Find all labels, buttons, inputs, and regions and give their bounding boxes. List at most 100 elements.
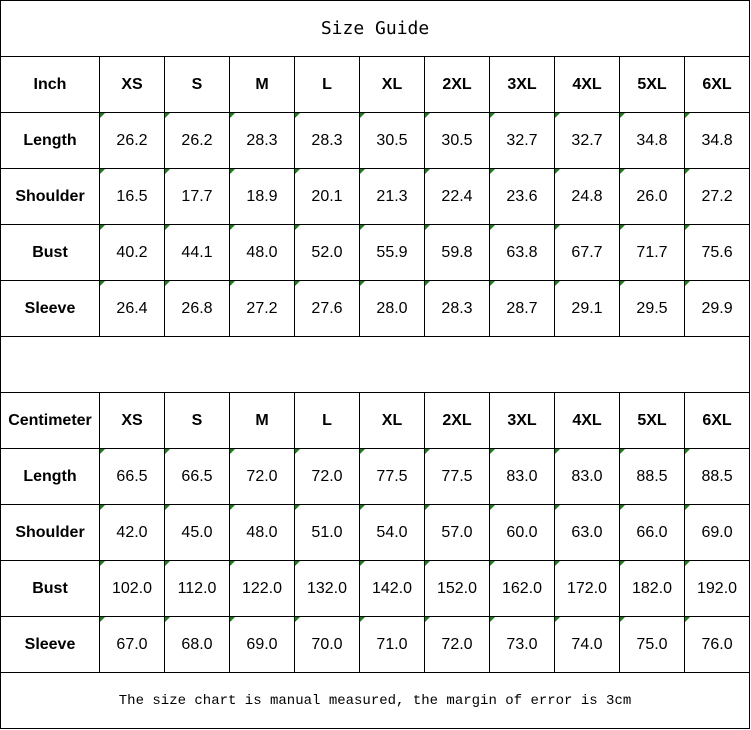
measurement-value: 57.0 xyxy=(424,504,490,561)
measurement-value: 74.0 xyxy=(554,616,620,673)
measurement-value: 48.0 xyxy=(229,504,295,561)
measurement-value: 17.7 xyxy=(164,168,230,225)
size-header: 3XL xyxy=(489,56,555,113)
measurement-value: 75.0 xyxy=(619,616,685,673)
measurement-value: 21.3 xyxy=(359,168,425,225)
measurement-value: 45.0 xyxy=(164,504,230,561)
size-header: 2XL xyxy=(424,392,490,449)
measurement-value: 162.0 xyxy=(489,560,555,617)
table-row: Shoulder 16.5 17.7 18.9 20.1 21.3 22.4 23.6 24.8… xyxy=(0,168,751,225)
measurement-value: 132.0 xyxy=(294,560,360,617)
footer-row: The size chart is manual measured, the m… xyxy=(0,672,751,729)
measurement-value: 77.5 xyxy=(424,448,490,505)
measurement-value: 42.0 xyxy=(99,504,165,561)
measurement-value: 28.7 xyxy=(489,280,555,337)
measurement-value: 55.9 xyxy=(359,224,425,281)
measurement-label: Sleeve xyxy=(0,616,100,673)
measurement-value: 16.5 xyxy=(99,168,165,225)
measurement-value: 26.0 xyxy=(619,168,685,225)
measurement-value: 75.6 xyxy=(683,224,751,281)
measurement-value: 67.7 xyxy=(554,224,620,281)
table-row: Bust 102.0 112.0 122.0 132.0 142.0 152.0 162.0 1… xyxy=(0,560,751,617)
measurement-value: 60.0 xyxy=(489,504,555,561)
measurement-value: 26.4 xyxy=(99,280,165,337)
measurement-value: 112.0 xyxy=(164,560,230,617)
measurement-value: 172.0 xyxy=(554,560,620,617)
measurement-value: 63.8 xyxy=(489,224,555,281)
measurement-value: 122.0 xyxy=(229,560,295,617)
measurement-value: 88.5 xyxy=(619,448,685,505)
measurement-value: 51.0 xyxy=(294,504,360,561)
measurement-value: 192.0 xyxy=(683,560,751,617)
size-header: 5XL xyxy=(619,56,685,113)
measurement-label: Bust xyxy=(0,224,100,281)
measurement-value: 34.8 xyxy=(683,112,751,169)
table-row: Bust 40.2 44.1 48.0 52.0 55.9 59.8 63.8 67.7 71.7… xyxy=(0,224,751,281)
size-header: 5XL xyxy=(619,392,685,449)
measurement-value: 32.7 xyxy=(489,112,555,169)
measurement-value: 71.0 xyxy=(359,616,425,673)
measurement-label: Sleeve xyxy=(0,280,100,337)
measurement-value: 69.0 xyxy=(229,616,295,673)
table-title: Size Guide xyxy=(0,0,751,57)
measurement-label: Shoulder xyxy=(0,504,100,561)
measurement-value: 67.0 xyxy=(99,616,165,673)
cm-header-row: Centimeter XS S M L XL 2XL 3XL 4XL 5XL 6XL xyxy=(0,392,751,449)
size-header: XS xyxy=(99,56,165,113)
measurement-value: 40.2 xyxy=(99,224,165,281)
measurement-value: 63.0 xyxy=(554,504,620,561)
unit-label: Centimeter xyxy=(0,392,100,449)
measurement-value: 28.3 xyxy=(424,280,490,337)
table-row: Sleeve 67.0 68.0 69.0 70.0 71.0 72.0 73.0 74.0 75… xyxy=(0,616,751,673)
inch-header-row: Inch XS S M L XL 2XL 3XL 4XL 5XL 6XL xyxy=(0,56,751,113)
measurement-value: 29.1 xyxy=(554,280,620,337)
measurement-value: 30.5 xyxy=(359,112,425,169)
measurement-value: 18.9 xyxy=(229,168,295,225)
size-header: 6XL xyxy=(683,392,751,449)
measurement-value: 44.1 xyxy=(164,224,230,281)
size-header: S xyxy=(164,56,230,113)
measurement-value: 59.8 xyxy=(424,224,490,281)
size-header: 4XL xyxy=(554,56,620,113)
measurement-value: 83.0 xyxy=(554,448,620,505)
measurement-value: 152.0 xyxy=(424,560,490,617)
measurement-label: Bust xyxy=(0,560,100,617)
table-row: Length 26.2 26.2 28.3 28.3 30.5 30.5 32.7 32.7 34… xyxy=(0,112,751,169)
measurement-value: 29.9 xyxy=(683,280,751,337)
measurement-value: 182.0 xyxy=(619,560,685,617)
measurement-value: 76.0 xyxy=(683,616,751,673)
measurement-value: 22.4 xyxy=(424,168,490,225)
spacer-row xyxy=(0,336,751,393)
measurement-value: 142.0 xyxy=(359,560,425,617)
table-row: Sleeve 26.4 26.8 27.2 27.6 28.0 28.3 28.7 29.1 29… xyxy=(0,280,751,337)
size-header: S xyxy=(164,392,230,449)
measurement-value: 71.7 xyxy=(619,224,685,281)
size-header: XL xyxy=(359,392,425,449)
measurement-value: 28.3 xyxy=(229,112,295,169)
measurement-value: 66.0 xyxy=(619,504,685,561)
measurement-value: 26.2 xyxy=(164,112,230,169)
measurement-value: 102.0 xyxy=(99,560,165,617)
size-header: L xyxy=(294,56,360,113)
measurement-value: 70.0 xyxy=(294,616,360,673)
measurement-value: 27.2 xyxy=(683,168,751,225)
size-header: 6XL xyxy=(683,56,751,113)
measurement-value: 28.0 xyxy=(359,280,425,337)
measurement-value: 32.7 xyxy=(554,112,620,169)
measurement-value: 88.5 xyxy=(683,448,751,505)
measurement-value: 72.0 xyxy=(294,448,360,505)
footer-note: The size chart is manual measured, the m… xyxy=(0,672,751,729)
size-header: L xyxy=(294,392,360,449)
size-header: M xyxy=(229,56,295,113)
measurement-value: 34.8 xyxy=(619,112,685,169)
measurement-value: 52.0 xyxy=(294,224,360,281)
measurement-value: 66.5 xyxy=(99,448,165,505)
measurement-value: 48.0 xyxy=(229,224,295,281)
measurement-value: 68.0 xyxy=(164,616,230,673)
measurement-value: 26.8 xyxy=(164,280,230,337)
unit-label: Inch xyxy=(0,56,100,113)
measurement-value: 73.0 xyxy=(489,616,555,673)
measurement-value: 54.0 xyxy=(359,504,425,561)
measurement-value: 24.8 xyxy=(554,168,620,225)
